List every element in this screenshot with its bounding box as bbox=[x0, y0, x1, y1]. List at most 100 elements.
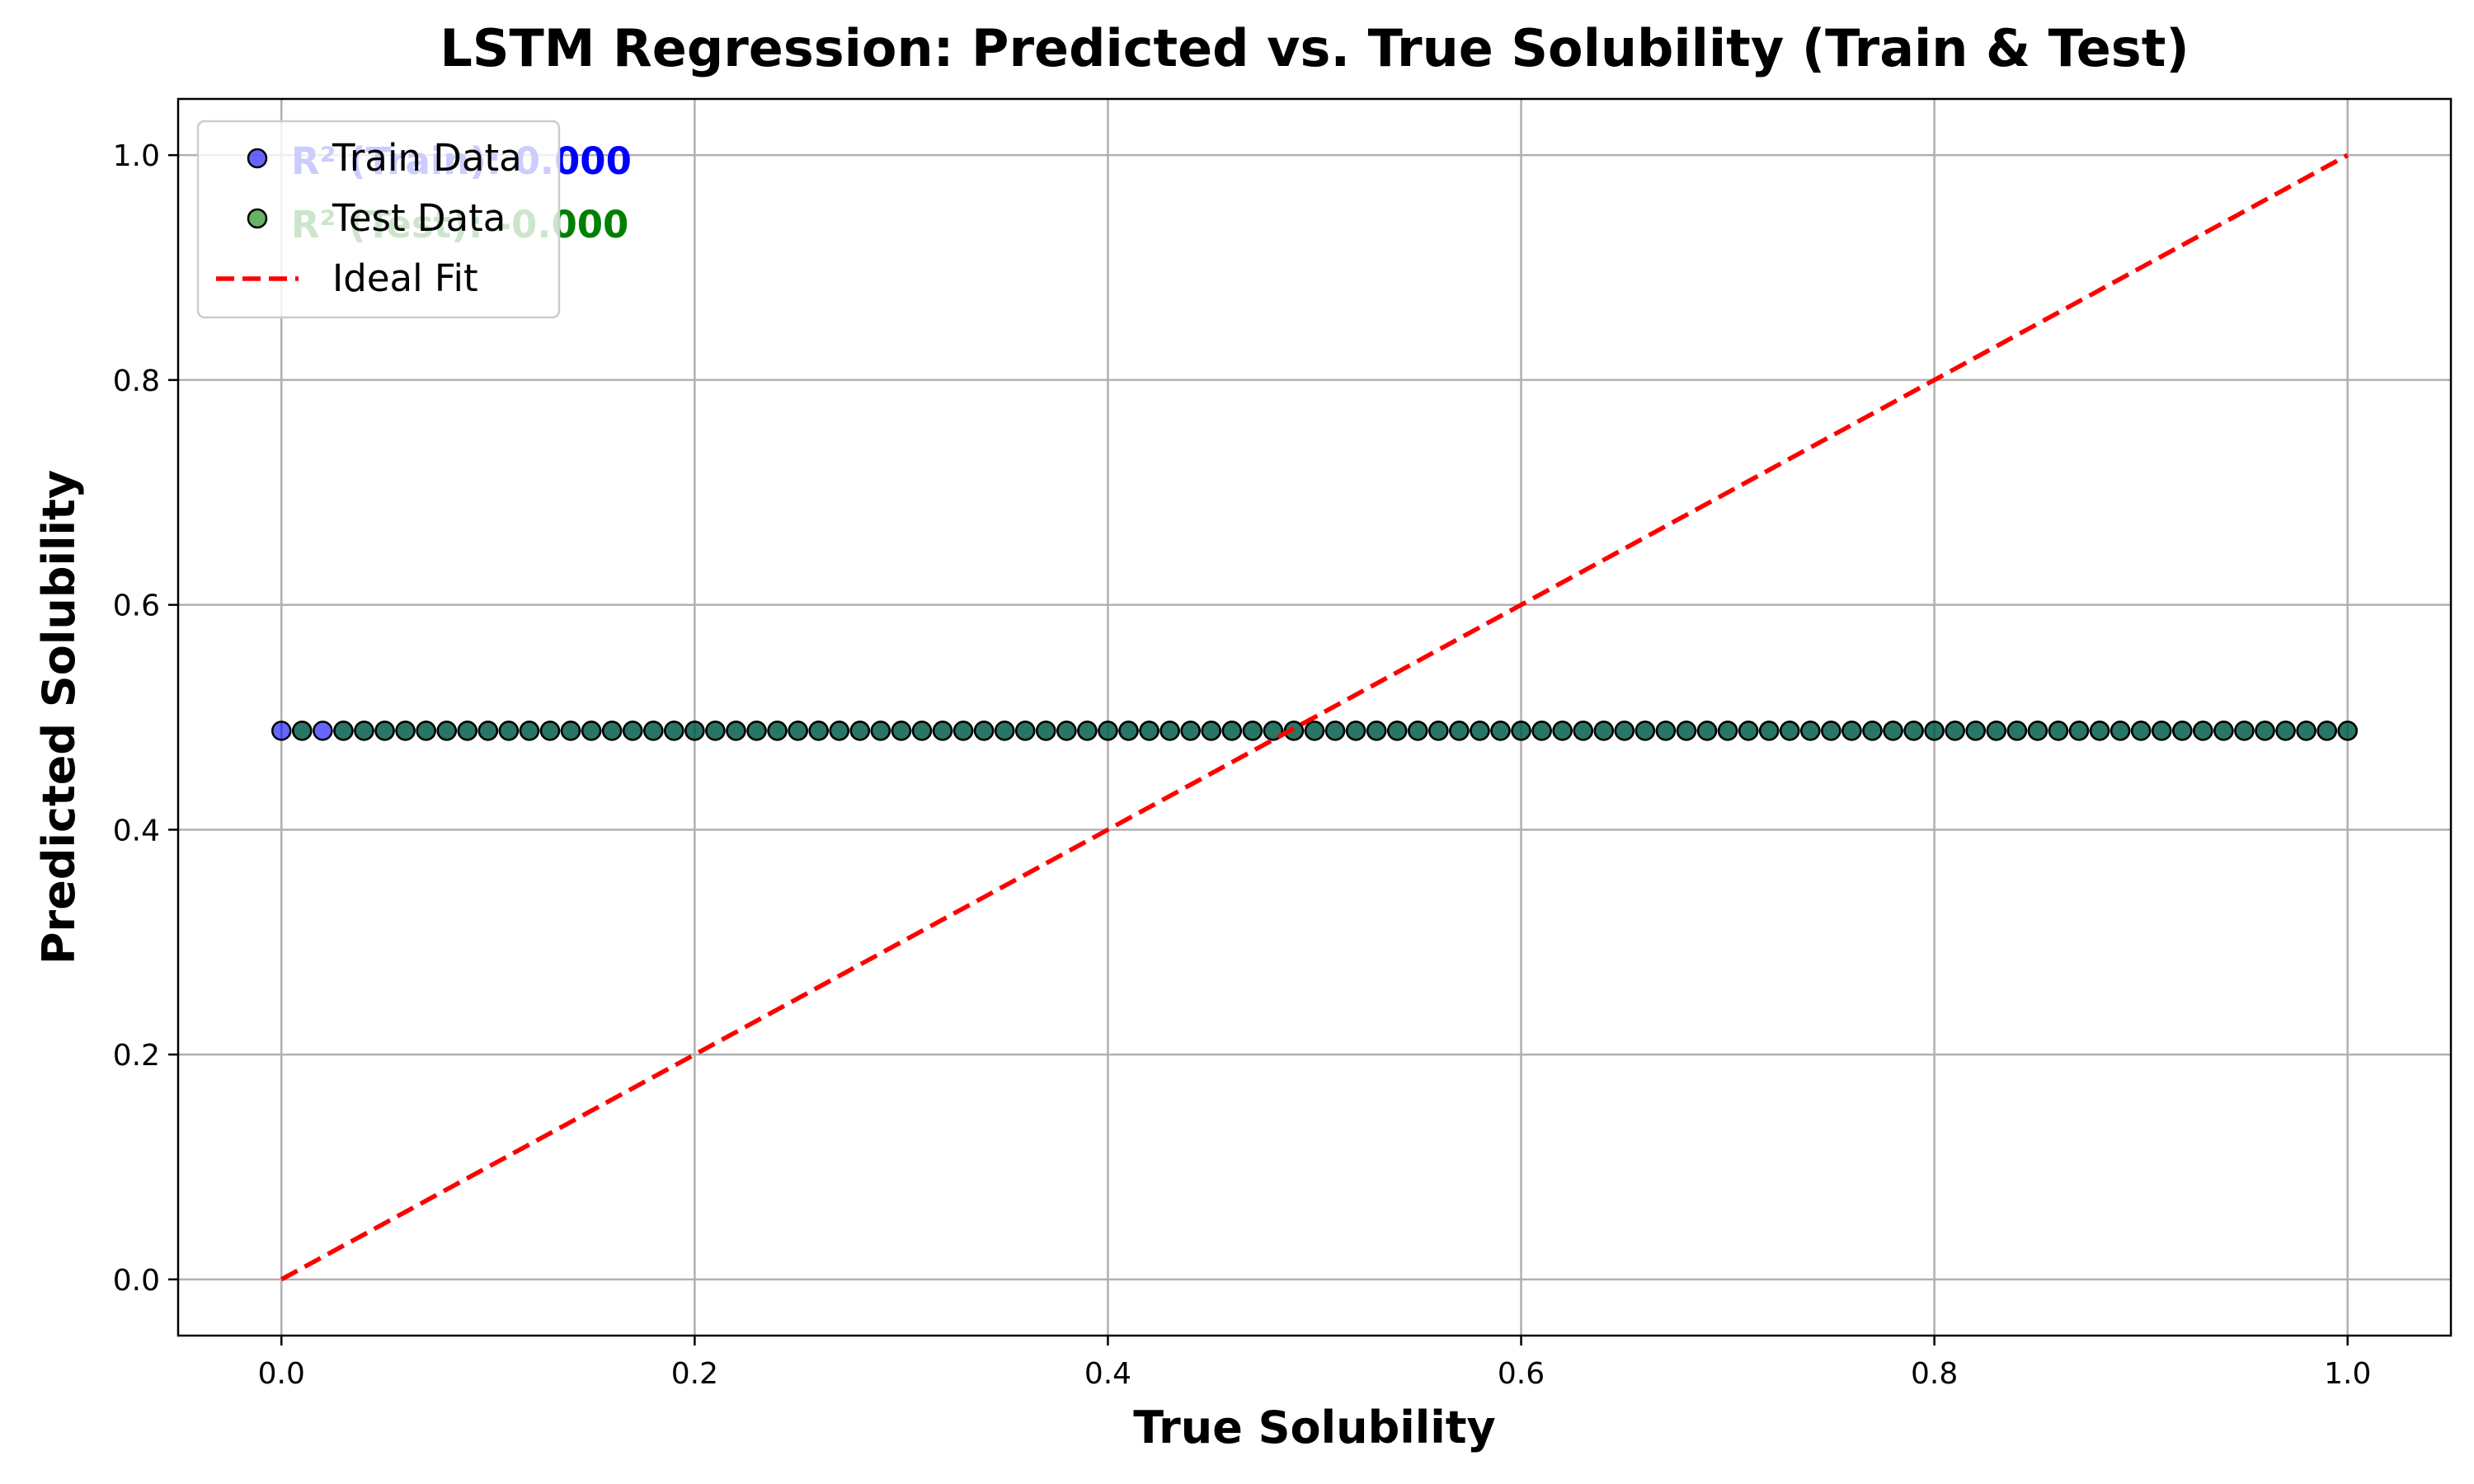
test-point bbox=[726, 721, 746, 741]
test-point bbox=[1903, 721, 1924, 741]
test-point bbox=[808, 721, 829, 741]
test-point bbox=[2048, 721, 2069, 741]
test-point bbox=[2027, 721, 2048, 741]
test-point bbox=[333, 721, 354, 741]
test-point bbox=[911, 721, 933, 741]
test-point bbox=[292, 721, 313, 741]
test-point bbox=[477, 721, 499, 741]
test-point bbox=[2109, 721, 2131, 741]
x-tick-label-4: 0.8 bbox=[1911, 1357, 1958, 1391]
test-point bbox=[1511, 721, 1531, 741]
test-point bbox=[1655, 721, 1677, 741]
test-point bbox=[1552, 721, 1573, 741]
test-point bbox=[1490, 721, 1511, 741]
x-tick-label-2: 0.4 bbox=[1084, 1357, 1131, 1391]
test-point bbox=[581, 721, 602, 741]
test-point bbox=[1118, 721, 1139, 741]
test-point bbox=[1221, 721, 1243, 741]
legend-box bbox=[196, 120, 561, 319]
y-tick-label-5: 1.0 bbox=[113, 139, 160, 173]
test-point bbox=[1821, 721, 1841, 741]
test-point bbox=[1449, 721, 1470, 741]
test-point bbox=[1056, 721, 1077, 741]
ticks-layer: 0.0 0.2 0.4 0.6 0.8 1.0 0.0 0.2 0.4 0.6 0.8 1.0 bbox=[113, 139, 2372, 1391]
test-point bbox=[1345, 721, 1366, 741]
x-tick-label-3: 0.6 bbox=[1498, 1357, 1545, 1391]
test-point bbox=[891, 721, 912, 741]
x-tick-label-0: 0.0 bbox=[258, 1357, 305, 1391]
legend: Train Data Test Data Ideal Fit bbox=[196, 120, 561, 319]
chart-title: LSTM Regression: Predicted vs. True Solu… bbox=[440, 18, 2189, 78]
test-point bbox=[1945, 721, 1965, 741]
test-point bbox=[2296, 721, 2316, 741]
x-axis-label: True Solubility bbox=[1133, 1402, 1496, 1453]
test-point bbox=[1470, 721, 1490, 741]
test-point bbox=[1098, 721, 1118, 741]
legend-label-0: Train Data bbox=[332, 136, 522, 180]
test-point bbox=[1036, 721, 1056, 741]
x-tick-label-1: 0.2 bbox=[671, 1357, 718, 1391]
y-tick-label-4: 0.8 bbox=[113, 364, 160, 398]
test-point bbox=[1862, 721, 1883, 741]
test-point bbox=[2275, 721, 2296, 741]
train-point bbox=[313, 721, 333, 741]
test-point bbox=[2068, 721, 2090, 741]
test-point bbox=[622, 721, 643, 741]
test-point bbox=[374, 721, 395, 741]
test-point bbox=[1014, 721, 1036, 741]
y-tick-label-1: 0.2 bbox=[113, 1039, 160, 1073]
test-point bbox=[416, 721, 436, 741]
test-point bbox=[2213, 721, 2234, 741]
test-point bbox=[2193, 721, 2213, 741]
test-point bbox=[1883, 721, 1903, 741]
test-point bbox=[498, 721, 520, 741]
test-point bbox=[1696, 721, 1718, 741]
test-point bbox=[705, 721, 726, 741]
test-point bbox=[2172, 721, 2193, 741]
test-point bbox=[952, 721, 974, 741]
test-point bbox=[1366, 721, 1387, 741]
test-point bbox=[2151, 721, 2172, 741]
test-point bbox=[395, 721, 416, 741]
test-point bbox=[2089, 721, 2110, 741]
legend-marker-1 bbox=[247, 208, 268, 229]
test-point bbox=[1780, 721, 1800, 741]
y-tick-label-3: 0.6 bbox=[113, 589, 160, 623]
test-point bbox=[1841, 721, 1862, 741]
test-point bbox=[1676, 721, 1697, 741]
test-point bbox=[2130, 721, 2152, 741]
test-point bbox=[1986, 721, 2007, 741]
axis-labels-layer: True Solubility Predicted Solubility bbox=[33, 470, 1496, 1453]
legend-label-2: Ideal Fit bbox=[332, 256, 478, 300]
test-point bbox=[1180, 721, 1201, 741]
test-point bbox=[994, 721, 1015, 741]
test-point bbox=[1324, 721, 1346, 741]
test-point bbox=[1614, 721, 1635, 741]
test-point bbox=[1634, 721, 1656, 741]
test-point bbox=[1965, 721, 1986, 741]
y-tick-label-2: 0.4 bbox=[113, 814, 160, 848]
test-point bbox=[1304, 721, 1325, 741]
test-point bbox=[849, 721, 871, 741]
test-point bbox=[1717, 721, 1738, 741]
test-point bbox=[1428, 721, 1449, 741]
test-point bbox=[539, 721, 561, 741]
test-point bbox=[1924, 721, 1945, 741]
test-point bbox=[1077, 721, 1098, 741]
legend-marker-0 bbox=[247, 148, 268, 169]
test-point bbox=[1242, 721, 1263, 741]
test-point bbox=[2337, 721, 2358, 741]
plot-frame bbox=[176, 97, 2453, 1337]
test-point bbox=[870, 721, 891, 741]
test-point bbox=[767, 721, 788, 741]
test-point bbox=[1593, 721, 1615, 741]
test-point bbox=[1738, 721, 1759, 741]
legend-label-1: Test Data bbox=[332, 196, 506, 240]
test-point bbox=[1139, 721, 1159, 741]
chart-title-layer: LSTM Regression: Predicted vs. True Solu… bbox=[440, 18, 2189, 78]
test-point bbox=[643, 721, 664, 741]
test-point bbox=[1531, 721, 1552, 741]
test-point bbox=[601, 721, 623, 741]
test-point bbox=[1159, 721, 1180, 741]
